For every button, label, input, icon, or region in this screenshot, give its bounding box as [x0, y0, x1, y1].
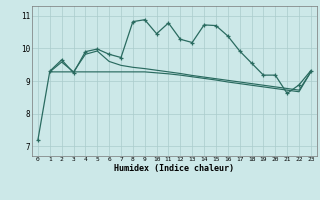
X-axis label: Humidex (Indice chaleur): Humidex (Indice chaleur) [115, 164, 234, 173]
